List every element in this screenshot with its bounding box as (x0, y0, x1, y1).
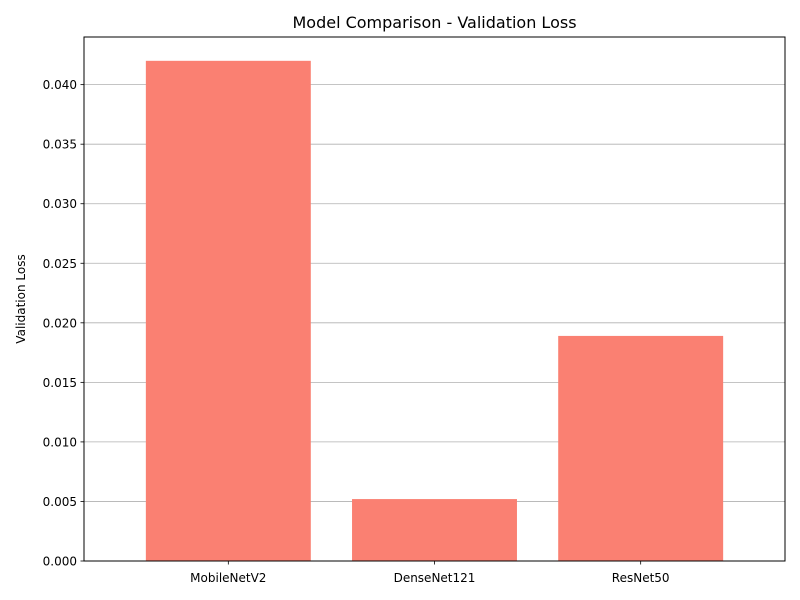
x-ticks: MobileNetV2 DenseNet121 ResNet50 (190, 561, 670, 585)
y-tick-label: 0.000 (43, 555, 77, 569)
x-tick-label: ResNet50 (612, 571, 670, 585)
chart-title: Model Comparison - Validation Loss (292, 13, 576, 32)
y-tick-label: 0.010 (43, 435, 77, 449)
bar-densenet121 (352, 499, 517, 561)
y-axis-label: Validation Loss (14, 254, 28, 343)
y-tick-label: 0.020 (43, 316, 77, 330)
y-tick-label: 0.025 (43, 257, 77, 271)
y-tick-label: 0.005 (43, 495, 77, 509)
bar-mobilenetv2 (145, 60, 311, 562)
y-tick-label: 0.040 (43, 78, 77, 92)
bar-resnet50 (558, 335, 724, 561)
y-tick-label: 0.015 (43, 376, 77, 390)
bars (145, 60, 724, 562)
y-tick-label: 0.030 (43, 197, 77, 211)
y-tick-label: 0.035 (43, 138, 77, 152)
y-ticks: 0.000 0.005 0.010 0.015 0.020 0.025 0.030 0.035… (43, 78, 84, 569)
x-tick-label: MobileNetV2 (190, 571, 266, 585)
x-tick-label: DenseNet121 (394, 571, 476, 585)
